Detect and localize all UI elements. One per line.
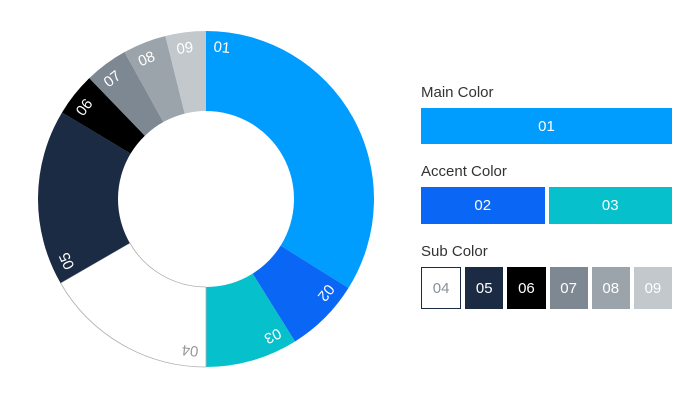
donut-segment-label-08: 08 [136,48,158,70]
donut-segment-09[interactable] [165,31,206,114]
color-swatch-01[interactable]: 01 [421,108,672,144]
section-title-sub-color: Sub Color [421,243,488,260]
donut-segment-07[interactable] [89,52,164,136]
palette-section-accent-color: Accent Color 02 03 [421,163,672,224]
palette-section-main-color: Main Color 01 [421,84,672,144]
swatch-row-main-color: 01 [421,108,672,144]
color-swatch-07[interactable]: 07 [549,267,588,309]
donut-segment-label-05: 05 [56,250,78,272]
donut-segment-06[interactable] [62,78,145,154]
donut-segment-08[interactable] [124,35,185,123]
swatch-row-sub-color: 04 05 06 07 08 09 [421,267,673,309]
color-swatch-05[interactable]: 05 [465,267,504,309]
donut-segment-label-09: 09 [175,39,194,58]
palette-panel: Main Color 01 Accent Color 02 03 Sub Color 04 0… [421,84,673,309]
color-swatch-09[interactable]: 09 [633,267,673,309]
palette-section-sub-color: Sub Color 04 05 06 07 08 09 [421,243,673,309]
color-swatch-04[interactable]: 04 [421,267,462,309]
section-title-accent-color: Accent Color [421,163,507,180]
color-swatch-03[interactable]: 03 [548,187,672,224]
color-swatch-02[interactable]: 02 [421,187,545,224]
donut-segment-label-07: 07 [101,67,125,91]
donut-segment-label-01: 01 [213,39,231,58]
swatch-row-accent-color: 02 03 [421,187,672,224]
color-swatch-08[interactable]: 08 [591,267,630,309]
donut-segment-label-03: 03 [261,324,283,347]
donut-segment-label-04: 04 [181,341,199,360]
donut-segment-04[interactable] [59,242,207,368]
donut-segment-03[interactable] [206,273,296,367]
donut-segment-label-02: 02 [314,281,338,305]
donut-segment-label-06: 06 [73,96,97,120]
color-swatch-06[interactable]: 06 [507,267,546,309]
donut-segment-05[interactable] [38,112,131,283]
donut-segment-02[interactable] [252,245,349,342]
section-title-main-color: Main Color [421,84,494,101]
donut-segment-01[interactable] [206,31,375,289]
